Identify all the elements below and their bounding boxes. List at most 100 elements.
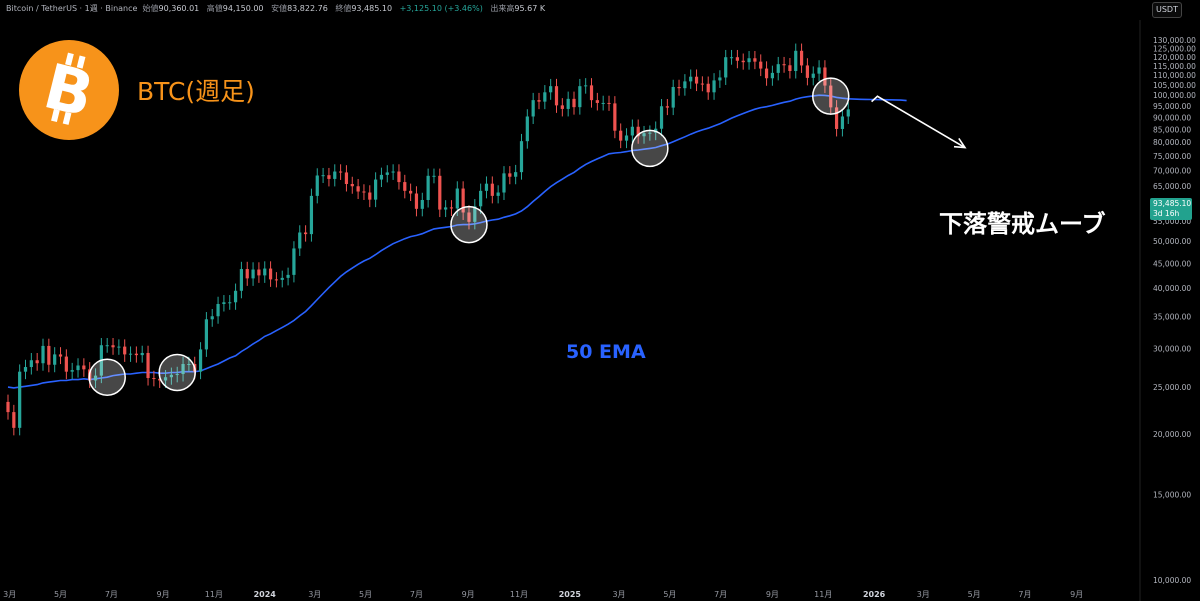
- candle-body: [362, 191, 366, 193]
- close-label: 終値: [335, 4, 352, 13]
- candle-body: [549, 86, 553, 93]
- candle-body: [519, 141, 524, 173]
- candle-body: [321, 175, 325, 177]
- price-tick-label: 125,000.00: [1153, 44, 1196, 53]
- candle-body: [82, 365, 86, 370]
- candle-body: [514, 172, 518, 177]
- price-tick-label: 115,000.00: [1153, 62, 1196, 71]
- candle-body: [379, 174, 384, 180]
- candle-body: [694, 76, 699, 84]
- ema-line-layer: [7, 94, 907, 389]
- currency-selector[interactable]: USDT: [1152, 2, 1182, 18]
- candle-body: [350, 183, 354, 187]
- candle-body: [624, 135, 629, 141]
- candle-body: [292, 248, 296, 275]
- ema-touch-circle: [631, 129, 669, 168]
- candle-body: [344, 172, 349, 184]
- price-tick-label: 105,000.00: [1153, 81, 1196, 90]
- candle-body: [671, 86, 675, 108]
- symbol-name[interactable]: Bitcoin / TetherUS · 1週 · Binance: [6, 4, 138, 13]
- candle-body: [630, 126, 634, 136]
- time-tick-label: 5月: [359, 590, 372, 599]
- candle-body: [274, 279, 279, 281]
- candle-body: [601, 102, 605, 104]
- candle-body: [508, 173, 512, 177]
- candle-body: [537, 100, 541, 102]
- price-tick-label: 10,000.00: [1153, 576, 1191, 585]
- candle-body: [426, 175, 430, 200]
- candle-body: [794, 50, 798, 72]
- candle-body: [455, 188, 459, 209]
- candle-body: [566, 98, 570, 109]
- candle-body: [385, 172, 389, 175]
- candle-body: [770, 72, 775, 79]
- candle-body: [584, 85, 588, 87]
- candle-body: [531, 100, 535, 117]
- candle-body: [788, 65, 792, 72]
- candle-body: [648, 132, 652, 134]
- candle-body: [578, 86, 582, 108]
- candle-body: [239, 269, 244, 291]
- open-label: 始値: [142, 4, 159, 13]
- price-tick-label: 110,000.00: [1153, 71, 1196, 80]
- candle-body: [642, 133, 646, 137]
- price-tick-label: 100,000.00: [1153, 91, 1196, 100]
- candle-body: [554, 86, 559, 106]
- candle-body: [18, 371, 22, 428]
- candle-body: [123, 346, 127, 355]
- candle-body: [152, 378, 156, 380]
- time-tick-label: 2025: [559, 590, 582, 599]
- candle-body: [245, 269, 249, 279]
- candle-body: [683, 81, 687, 89]
- candle-body: [64, 356, 68, 372]
- candle-body: [263, 268, 267, 276]
- candle-body: [420, 199, 424, 209]
- bitcoin-logo-icon: B: [19, 40, 119, 140]
- candle-body: [560, 105, 564, 109]
- candle-body: [105, 345, 109, 347]
- candle-body: [700, 83, 704, 85]
- candle-body: [805, 65, 810, 78]
- time-axis[interactable]: 3月 5月 7月 9月 11月 2024 3月 5月 7月 9月 11月 2025 3月 5月 7月 9月 11…: [3, 590, 1083, 599]
- candle-body: [286, 274, 290, 278]
- candle-body: [134, 353, 138, 356]
- candle-body: [181, 363, 185, 375]
- candle-body: [817, 67, 821, 74]
- candle-body: [479, 190, 483, 207]
- candle-body: [303, 232, 308, 235]
- candle-body: [76, 365, 80, 371]
- down-arrow: [871, 95, 967, 149]
- candle-body: [29, 360, 33, 368]
- candle-body: [747, 58, 751, 63]
- down-arrow-head: [953, 137, 967, 149]
- time-tick-label: 5月: [663, 590, 676, 599]
- candle-body: [840, 116, 845, 129]
- time-tick-label: 3月: [917, 590, 930, 599]
- price-tick-label: 85,000.00: [1153, 125, 1191, 134]
- price-tick-label: 120,000.00: [1153, 53, 1196, 62]
- candle-body: [776, 64, 780, 73]
- candle-body: [23, 367, 28, 372]
- time-tick-label: 7月: [1018, 590, 1031, 599]
- candle-body: [689, 76, 693, 82]
- candle-body: [759, 61, 763, 69]
- candle-body: [298, 232, 302, 249]
- down-arrow-line: [871, 95, 966, 149]
- price-tick-label: 70,000.00: [1153, 166, 1191, 175]
- time-tick-label: 3月: [308, 590, 321, 599]
- candle-body: [391, 171, 395, 173]
- candle-body: [473, 206, 477, 222]
- candle-body: [163, 377, 168, 381]
- candle-body: [315, 175, 319, 196]
- candle-body: [47, 345, 51, 365]
- time-tick-label: 11月: [510, 590, 528, 599]
- price-axis[interactable]: 130,000.00125,000.00120,000.00115,000.00…: [1139, 20, 1196, 601]
- time-tick-label: 9月: [766, 590, 779, 599]
- candle-body: [665, 106, 669, 108]
- candle-body: [712, 80, 716, 93]
- ema-touch-circle: [812, 77, 850, 115]
- candle-body: [93, 375, 98, 381]
- candle-body: [706, 83, 710, 93]
- candle-body: [158, 378, 162, 381]
